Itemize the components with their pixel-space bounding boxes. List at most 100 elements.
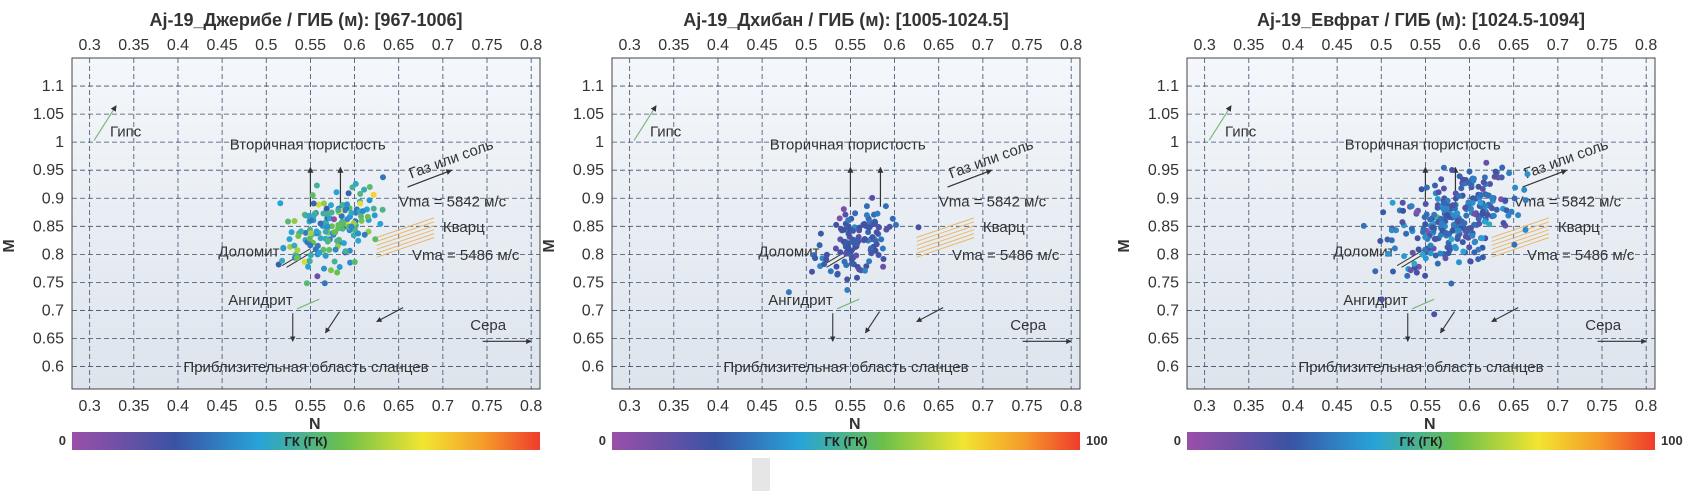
gypsum-arrow [93, 105, 117, 141]
data-point [842, 211, 849, 218]
data-point [344, 201, 350, 208]
x-tick-label-bottom: 0.75 [1011, 398, 1042, 415]
data-point [334, 237, 341, 244]
data-point [880, 263, 887, 270]
data-point [875, 252, 882, 258]
data-point [338, 213, 345, 220]
data-point [1503, 207, 1510, 214]
data-point [832, 245, 839, 252]
data-point [323, 205, 330, 212]
x-tick-label-bottom: 0.6 [343, 398, 365, 415]
data-point [1440, 185, 1447, 192]
y-tick-label: 0.95 [33, 162, 64, 179]
data-point [361, 231, 368, 238]
data-point [1401, 253, 1408, 260]
data-point [328, 267, 334, 274]
x-tick-label-bottom: 0.8 [1635, 398, 1657, 415]
y-tick-label: 1 [55, 134, 64, 151]
x-tick-label-top: 0.7 [1547, 37, 1569, 54]
data-point [336, 264, 343, 270]
data-point [1451, 212, 1458, 219]
x-tick-label-top: 0.55 [1410, 37, 1441, 54]
data-point [303, 280, 310, 287]
scroll-thumb[interactable] [752, 458, 770, 491]
y-tick-label: 1.05 [33, 106, 64, 123]
shale-arrow-3 [376, 307, 404, 323]
data-point [827, 268, 834, 275]
data-point [351, 259, 358, 265]
data-point [291, 242, 298, 249]
data-point [339, 225, 346, 232]
colorbar-min-label: 0 [1174, 433, 1181, 448]
data-point [357, 200, 364, 207]
y-tick-label: 0.6 [582, 359, 604, 376]
x-tick-label-bottom: 0.65 [923, 398, 954, 415]
annotation-vma-upper: Vma = 5842 м/с [939, 194, 1047, 211]
quartz-line [916, 225, 975, 246]
plot-area [71, 57, 541, 390]
quartz-line [376, 217, 435, 238]
data-point [1438, 176, 1445, 183]
data-point [1422, 246, 1429, 253]
data-point [1432, 236, 1439, 243]
data-point [328, 223, 335, 230]
data-point [874, 210, 881, 217]
scatter-points [275, 174, 386, 287]
data-point [335, 207, 342, 214]
data-point [845, 230, 852, 237]
annotation-quartz: Кварц [1558, 219, 1600, 236]
quartz-line [916, 237, 975, 258]
data-point [816, 242, 823, 249]
gas-arrow [407, 169, 453, 188]
x-tick-label-top: 0.55 [295, 37, 326, 54]
x-tick-label-bottom: 0.75 [471, 398, 502, 415]
chart-title: Aj-19_Дхибан / ГИБ (м): [1005-1024.5] [683, 10, 1008, 30]
data-point [355, 230, 362, 237]
colorbar-label: ГК (ГК) [285, 434, 328, 449]
x-tick-label-bottom: 0.5 [255, 398, 277, 415]
y-tick-label: 1.05 [573, 106, 604, 123]
data-point [1427, 242, 1434, 249]
data-point [1421, 226, 1427, 233]
x-tick-label-top: 0.45 [207, 37, 238, 54]
data-point [372, 236, 379, 243]
data-point [1476, 220, 1483, 227]
colorbar [612, 432, 1080, 450]
data-point [844, 276, 851, 283]
data-point [1522, 226, 1529, 233]
x-tick-label-bottom: 0.7 [1547, 398, 1569, 415]
data-point [1435, 189, 1442, 196]
data-point [361, 186, 368, 193]
data-point [1486, 221, 1493, 228]
data-point [856, 227, 863, 234]
quartz-line [1491, 237, 1550, 258]
data-point [1422, 201, 1429, 207]
data-point [1449, 202, 1456, 209]
x-tick-label-top: 0.5 [1370, 37, 1392, 54]
data-point [1427, 216, 1434, 223]
data-point [1515, 212, 1522, 219]
annotation-anhydrite: Ангидрит [768, 292, 833, 309]
x-tick-label-bottom: 0.8 [520, 398, 542, 415]
data-point [1434, 260, 1441, 267]
data-point [1411, 260, 1418, 267]
data-point [293, 254, 300, 261]
colorbar-max-label: 100 [1086, 433, 1108, 448]
data-point [879, 245, 886, 252]
data-point [848, 260, 855, 267]
data-point [342, 207, 348, 214]
quartz-line [376, 225, 435, 246]
data-point [817, 230, 824, 237]
annotation-gypsum: Гипс [110, 124, 142, 141]
data-point [328, 202, 334, 209]
anhydrite-line [1411, 298, 1435, 310]
data-point [1463, 212, 1470, 219]
data-point [1418, 186, 1425, 193]
data-point [335, 222, 342, 229]
data-point [866, 258, 873, 265]
data-point [322, 228, 329, 235]
y-tick-label: 0.75 [1148, 274, 1179, 291]
data-point [305, 212, 312, 219]
data-point [1492, 168, 1499, 175]
x-tick-label-top: 0.3 [619, 37, 641, 54]
